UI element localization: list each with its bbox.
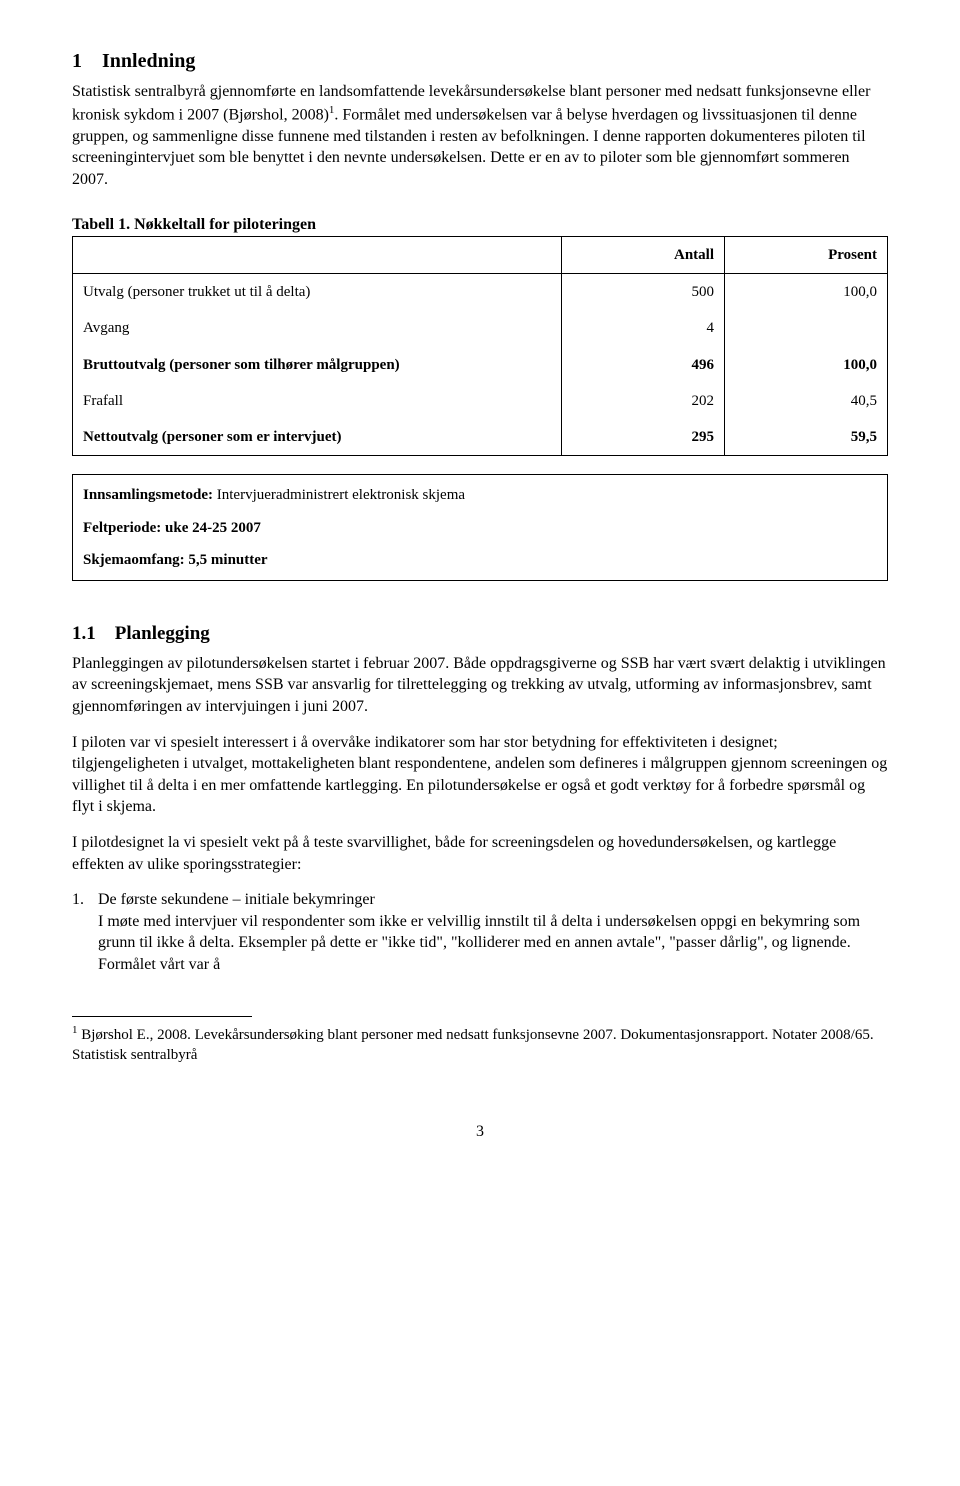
table-row: Nettoutvalg (personer som er intervjuet)… [73, 419, 888, 456]
section-number: 1 [72, 50, 82, 72]
meta-line: Innsamlingsmetode: Intervjueradministrer… [83, 485, 877, 505]
section-heading-1: 1 Innledning [72, 48, 888, 75]
table-row: Bruttoutvalg (personer som tilhører målg… [73, 347, 888, 383]
table-row: Avgang 4 [73, 310, 888, 346]
footnote-rule [72, 1016, 252, 1017]
list-body: De første sekundene – initiale bekymring… [98, 889, 888, 975]
list-number: 1. [72, 889, 98, 975]
table-header-cell [73, 236, 562, 273]
table-row: Frafall 202 40,5 [73, 383, 888, 419]
meta-block: Innsamlingsmetode: Intervjueradministrer… [72, 474, 888, 581]
section-title: Planlegging [115, 623, 210, 644]
page-number: 3 [72, 1121, 888, 1143]
section-title: Innledning [102, 50, 195, 72]
intro-paragraph: Statistisk sentralbyrå gjennomførte en l… [72, 81, 888, 190]
meta-line: Feltperiode: uke 24-25 2007 [83, 518, 877, 538]
body-paragraph: Planleggingen av pilotundersøkelsen star… [72, 653, 888, 718]
body-paragraph: I pilotdesignet la vi spesielt vekt på å… [72, 832, 888, 875]
table-row: Utvalg (personer trukket ut til å delta)… [73, 274, 888, 311]
key-figures-table: Antall Prosent Utvalg (personer trukket … [72, 236, 888, 457]
footnote: 1 Bjørshol E., 2008. Levekårsundersøking… [72, 1023, 888, 1066]
table-header-row: Antall Prosent [73, 236, 888, 273]
table-header-cell: Prosent [725, 236, 888, 273]
table-header-cell: Antall [562, 236, 725, 273]
body-paragraph: I piloten var vi spesielt interessert i … [72, 732, 888, 818]
meta-line: Skjemaomfang: 5,5 minutter [83, 550, 877, 570]
table-caption: Tabell 1. Nøkkeltall for piloteringen [72, 214, 888, 236]
section-heading-2: 1.1 Planlegging [72, 621, 888, 647]
numbered-list-item: 1. De første sekundene – initiale bekymr… [72, 889, 888, 975]
section-number: 1.1 [72, 623, 96, 644]
